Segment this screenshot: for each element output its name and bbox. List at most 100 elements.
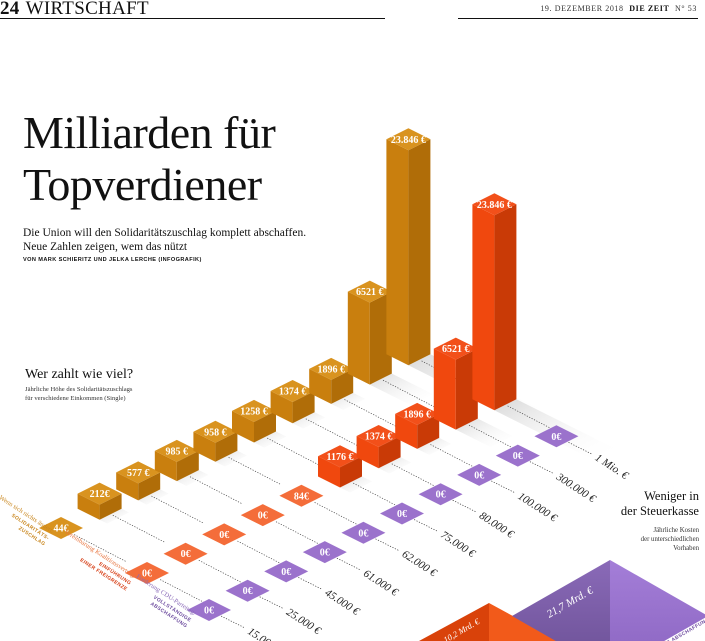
bar-left-face [356,435,379,469]
bar-top-face [341,521,386,544]
bar-coalition-4: 84€ [279,484,324,507]
cost-subtitle-line-2: der unterschiedlichen [640,536,699,543]
bar-top-face [154,439,199,462]
cost-subtitle-line-1: Jährliche Kosten [653,527,700,534]
bar-value-label: 1176 € [327,452,354,463]
bar-top-face [187,599,231,621]
bar-coalition-2: 0€ [202,523,247,546]
issue-number: N° 53 [675,4,697,13]
bar-top-face [380,502,424,525]
cost-subtitle: Jährliche Kosten der unterschiedlichen Vor… [641,526,699,553]
bar-right-face [455,348,478,430]
bar-left-face [154,450,177,482]
bar-top-face [418,483,463,506]
chart-subtitle-line-1: Jährliche Höhe des Solidaritätszuschlags [25,386,133,393]
bar-left-face [193,431,216,462]
bar-value-label: 1374 € [365,431,393,442]
bar-top-face [302,541,347,564]
bar-value-label: 0€ [320,548,330,559]
cost-title-line-1: Weniger in [644,489,699,503]
bar-top-face [232,399,276,422]
guide-line [112,514,165,543]
bar-left-face [395,413,418,449]
bar-top-face [116,461,161,484]
bar-right-face [254,410,276,443]
bar-shadow [331,392,366,410]
bar-current-2: 577 € [116,461,161,501]
bar-cdu-5: 0€ [380,502,424,525]
income-axis-label: 61.000 € [361,568,400,599]
bar-current-6: 1374 € [270,379,315,424]
header-right: 19. DEZEMBER 2018 DIE ZEIT N° 53 [540,4,697,13]
bar-right-face [369,291,392,385]
bar-top-face [395,402,440,425]
bar-cdu-4: 0€ [341,521,386,544]
bar-top-face [270,379,315,402]
guide-line [267,437,320,466]
guide-line [344,399,397,427]
bar-top-face [495,444,540,467]
income-axis-label: 75.000 € [438,529,477,560]
bar-top-face [225,579,270,602]
bar-coalition-5: 1176 € [318,445,362,488]
bar-coalition-1: 0€ [163,542,208,565]
bar-top-face [279,484,324,507]
bar-value-label: 1258 € [240,406,268,417]
bar-left-face [116,472,139,501]
byline: VON MARK SCHIERITZ UND JELKA LERCHE (INF… [23,257,202,263]
bar-value-label: 0€ [142,569,152,580]
article-subtitle: Die Union will den Solidaritätszuschlag … [23,226,313,254]
bar-top-face [457,463,502,486]
guide-line [151,495,204,524]
bar-shadow [138,489,169,505]
bar-left-face [309,368,332,404]
bar-value-label: 0€ [181,549,191,560]
bar-current-0: 44€ [39,517,83,539]
income-axis-label: 62.000 € [400,548,439,579]
bar-top-face [202,523,247,546]
bar-left-face [318,456,340,488]
bar-right-face [417,413,440,449]
guide-line [413,519,439,532]
guide-line [220,615,246,629]
cost-title-line-2: der Steuerkasse [620,504,699,518]
guide-line [382,379,436,408]
bar-right-face [408,139,431,366]
bar-value-label: 6521 € [442,344,470,355]
bar-current-9: 23.846 € [386,128,431,366]
bar-top-face [193,420,238,443]
paper-name: DIE ZEIT [629,4,670,13]
header-rule-right [458,18,698,19]
bar-value-label: 985 € [166,446,189,457]
bar-value-label: 958 € [204,427,227,438]
bar-shadow [99,508,130,524]
bar-value-label: 0€ [281,567,291,578]
section-name: WIRTSCHAFT [25,0,149,19]
bar-value-label: 0€ [474,470,484,481]
bar-right-face [215,431,238,462]
chart-title: Wer zahlt wie viel? [25,367,134,382]
pyramid-right-face [610,560,705,641]
guide-line [336,557,361,571]
bar-top-face [77,482,122,505]
bar-right-face [340,456,362,488]
bar-value-label: 0€ [397,509,407,520]
bar-top-face [472,193,517,216]
bar-right-face [494,204,517,411]
guide-line [74,534,127,562]
bar-current-8: 6521 € [347,280,392,385]
chart-subtitle-line-2: für verschiedene Einkommen (Single) [25,394,126,402]
bar-top-face [309,357,354,380]
bar-value-label: 212€ [90,489,110,500]
bar-value-label: 577 € [127,468,150,479]
bar-current-1: 212€ [77,482,122,520]
bar-top-face [347,280,392,303]
bar-left-face [270,390,293,424]
bar-top-face [125,562,169,584]
bar-top-face [39,517,83,539]
bar-cdu-6: 0€ [418,483,463,506]
header-left: 24 WIRTSCHAFT [0,0,149,20]
bar-value-label: 0€ [513,451,523,462]
bar-cdu-0: 0€ [187,599,231,621]
income-axis-label: 15.000 € [245,625,284,641]
